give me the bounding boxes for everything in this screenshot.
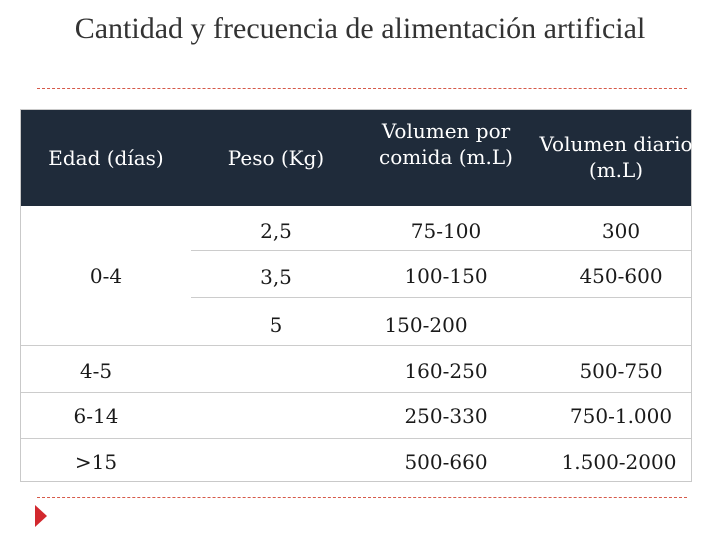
table-header: Edad (días) Peso (Kg) Volumen por comida… xyxy=(21,110,693,206)
row-separator xyxy=(21,345,691,346)
row-separator xyxy=(21,438,691,439)
feeding-table: Edad (días) Peso (Kg) Volumen por comida… xyxy=(20,109,693,482)
cell-edad: 6-14 xyxy=(73,404,119,428)
bottom-divider xyxy=(37,497,687,498)
cell-peso: 2,5 xyxy=(260,219,292,243)
cell-peso: 3,5 xyxy=(260,265,292,289)
header-peso: Peso (Kg) xyxy=(227,146,325,170)
cell-vol-diario: 500-750 xyxy=(579,359,663,383)
row-separator xyxy=(191,250,691,251)
cell-vol-comida: 75-100 xyxy=(410,219,482,243)
cell-vol-diario: 450-600 xyxy=(579,264,663,288)
row-separator xyxy=(21,392,691,393)
cell-vol-comida: 160-250 xyxy=(404,359,488,383)
header-vol-comida: Volumen por comida (m.L) xyxy=(379,119,513,169)
cell-vol-diario: 1.500-2000 xyxy=(561,450,677,474)
cell-edad: 0-4 xyxy=(89,264,123,288)
cell-vol-comida: 100-150 xyxy=(404,264,488,288)
cell-peso: 5 xyxy=(269,313,283,337)
slide-title: Cantidad y frecuencia de alimentación ar… xyxy=(74,12,646,45)
row-separator xyxy=(191,297,691,298)
top-divider xyxy=(37,88,687,89)
cell-vol-comida: 500-660 xyxy=(404,450,488,474)
cell-vol-diario: 750-1.000 xyxy=(569,404,673,428)
cell-vol-diario: 300 xyxy=(601,219,641,243)
header-edad: Edad (días) xyxy=(48,146,164,170)
cell-vol-comida: 250-330 xyxy=(404,404,488,428)
cell-edad: >15 xyxy=(74,450,118,474)
header-vol-diario: Volumen diario (m.L) xyxy=(539,132,693,182)
cell-edad: 4-5 xyxy=(79,359,113,383)
cell-vol-comida: 150-200 xyxy=(384,313,468,337)
play-arrow-icon[interactable] xyxy=(35,505,47,527)
